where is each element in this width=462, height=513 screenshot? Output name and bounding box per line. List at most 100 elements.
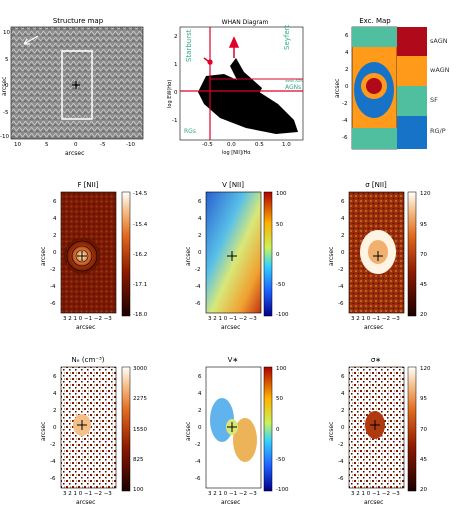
structure-map-title: Structure map [52, 17, 104, 25]
vnii-ytick-0: 0 [198, 250, 202, 256]
ne-colorbar [121, 366, 131, 492]
ne-cross [77, 420, 87, 430]
snii-ytick-m6: -6 [338, 301, 344, 307]
sstar-cbar-4: 45 [420, 457, 427, 463]
whan-ytick-2: 1 [174, 62, 178, 68]
whan-region-seyfert: Seyfert [283, 24, 291, 50]
exc-ytick-3: 2 [345, 67, 349, 73]
whan-point-plume [230, 58, 262, 96]
whan-point-cloud [198, 74, 298, 134]
fnii-ytick-m6: -6 [50, 301, 56, 307]
vnii-cbar-2: 50 [276, 222, 283, 228]
vstar-ytick-2: 2 [198, 408, 202, 414]
fnii-xlabel: arcsec [76, 324, 96, 331]
snii-colorbar [407, 191, 417, 317]
whan-region-starburst: Starburst [185, 29, 193, 62]
whan-ytick-1: 2 [174, 34, 178, 40]
exc-map-nucleus-sagn [366, 78, 382, 94]
fnii-ylabel: arcsec [40, 246, 47, 266]
vnii-ytick-m4: -4 [195, 284, 201, 290]
sstar-ytick-m6: -6 [338, 476, 344, 482]
sstar-ytick-0: 0 [341, 425, 345, 431]
sstar-title: σ∗ [370, 356, 382, 364]
snii-ytick-m4: -4 [338, 284, 344, 290]
ne-cbar-1: 3000 [133, 366, 147, 372]
structure-ytick-1: 10 [3, 30, 10, 36]
sstar-cbar-2: 95 [420, 396, 427, 402]
snii-cbar-3: 70 [420, 252, 427, 258]
structure-xtick-1: 10 [14, 142, 21, 148]
structure-ytick-2: 5 [5, 57, 9, 63]
whan-region-rgs: RGs [184, 128, 196, 135]
fnii-ytick-6: 6 [53, 199, 57, 205]
sstar-xlabel: arcsec [364, 499, 384, 506]
vstar-red-lobe [233, 418, 257, 462]
fnii-cbar-5: -18.0 [133, 312, 148, 318]
exc-map-sf-outer [352, 27, 397, 47]
ne-ytick-2: 2 [53, 408, 57, 414]
exc-map-legend-wagn [397, 56, 427, 86]
vnii-cross [227, 251, 237, 261]
structure-xtick-3: 0 [74, 142, 78, 148]
sstar-ytick-2: 2 [341, 408, 345, 414]
fnii-xticks: 3 2 1 0 −1 −2 −3 [63, 316, 112, 322]
vnii-cbar-1: 100 [276, 191, 287, 197]
vstar-cbar-1: 100 [276, 366, 287, 372]
vstar-ytick-m2: -2 [195, 442, 201, 448]
vstar-cbar-4: -50 [276, 457, 285, 463]
vnii-xticks: 3 2 1 0 −1 −2 −3 [208, 316, 257, 322]
ne-ytick-4: 4 [53, 391, 57, 397]
whan-ylabel: log EW(Hα) [167, 79, 173, 108]
vstar-ytick-0: 0 [198, 425, 202, 431]
vnii-cbar-4: -50 [276, 282, 285, 288]
snii-ylabel: arcsec [328, 246, 335, 266]
snii-xlabel: arcsec [364, 324, 384, 331]
snii-ytick-2: 2 [341, 233, 345, 239]
structure-map-xlabel: arcsec [65, 150, 85, 157]
snii-ytick-0: 0 [341, 250, 345, 256]
fnii-colorbar [121, 191, 131, 317]
vstar-cbar-3: 0 [276, 427, 280, 433]
exc-map-title: Exc. Map [359, 17, 391, 25]
snii-xticks: 3 2 1 0 −1 −2 −3 [351, 316, 400, 322]
whan-marker [207, 59, 213, 65]
structure-ytick-5: -10 [0, 134, 9, 140]
vnii-colorbar [263, 191, 273, 317]
snii-cbar-5: 20 [420, 312, 427, 318]
fnii-contour-1 [75, 249, 89, 263]
vnii-cbar-5: -100 [276, 312, 289, 318]
vstar-cross [227, 422, 237, 432]
fnii-contour-2 [71, 245, 93, 267]
snii-cbar-1: 120 [420, 191, 431, 197]
exc-legend-wagn: wAGN [430, 66, 450, 74]
snii-title: σ [NII] [365, 181, 387, 189]
ne-ytick-m6: -6 [50, 476, 56, 482]
whan-title: WHAN Diagram [221, 19, 269, 26]
whan-xtick-1: -0.5 [202, 142, 213, 148]
snii-cbar-2: 95 [420, 222, 427, 228]
vnii-ytick-m2: -2 [195, 267, 201, 273]
exc-ytick-1: 6 [345, 33, 349, 39]
exc-ytick-4: 0 [345, 84, 349, 90]
whan-ytick-4: -1 [172, 118, 178, 124]
vnii-title: V [NII] [222, 181, 244, 189]
structure-xtick-5: -10 [126, 142, 135, 148]
vnii-map-image [205, 191, 262, 314]
fnii-cbar-1: -14.5 [133, 191, 148, 197]
vnii-ytick-m6: -6 [195, 301, 201, 307]
fnii-ytick-4: 4 [53, 216, 57, 222]
fnii-contour-3 [66, 240, 98, 272]
fnii-title: F [NII] [77, 181, 99, 189]
exc-ytick-7: -6 [342, 135, 348, 141]
sstar-cbar-5: 20 [420, 487, 427, 493]
fnii-ytick-2: 2 [53, 233, 57, 239]
snii-ytick-4: 4 [341, 216, 345, 222]
whan-arrow-up [228, 36, 240, 58]
exc-ytick-6: -4 [342, 118, 348, 124]
whan-xtick-2: 0.0 [227, 142, 236, 148]
structure-map-image [10, 26, 144, 140]
vnii-xlabel: arcsec [221, 324, 241, 331]
sstar-ytick-m4: -4 [338, 459, 344, 465]
sstar-ylabel: arcsec [328, 421, 335, 441]
whan-xtick-4: 1.0 [282, 142, 291, 148]
